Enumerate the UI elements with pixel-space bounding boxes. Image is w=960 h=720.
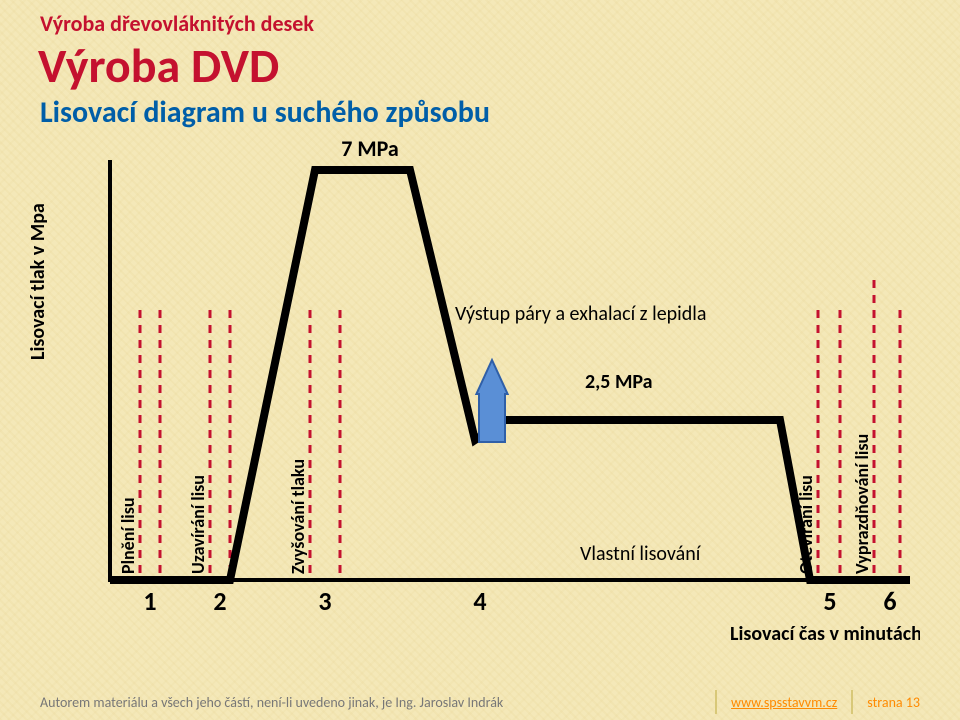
steam-arrow-icon <box>476 360 507 442</box>
pressing-phase-label: Vlastní lisování <box>580 542 702 566</box>
section-title: Výroba dřevovláknitých desek <box>40 10 314 37</box>
page-subtitle: Lisovací diagram u suchého způsobu <box>40 94 490 131</box>
footer-page-number: strana 13 <box>851 690 960 714</box>
peak-pressure-label: 7 MPa <box>341 140 399 162</box>
footer-link[interactable]: www.spsstavvm.cz <box>715 690 851 714</box>
page-title: Výroba DVD <box>38 36 279 95</box>
x-tick-labels: 1 2 3 4 5 6 <box>143 585 896 617</box>
x-tick: 2 <box>213 585 226 617</box>
steam-exit-label: Výstup páry a exhalací z lepidla <box>455 302 706 326</box>
x-axis-label: Lisovací čas v minutách <box>730 622 920 646</box>
x-tick: 5 <box>823 585 836 617</box>
phase-label: Uzavírání lisu <box>187 475 209 574</box>
phase-label: Plnění lisu <box>117 497 139 574</box>
phase-label: Vyprazdňování lisu <box>851 434 873 574</box>
phase-label: Otevírání lisu <box>795 475 817 574</box>
x-tick: 4 <box>473 585 486 617</box>
x-tick: 6 <box>883 585 896 617</box>
x-tick: 1 <box>143 585 156 617</box>
plateau-pressure-label: 2,5 MPa <box>585 370 653 394</box>
footer: Autorem materiálu a všech jeho částí, ne… <box>0 684 960 720</box>
x-tick: 3 <box>318 585 331 617</box>
slide: Výroba dřevovláknitých desek Výroba DVD … <box>0 0 960 720</box>
chart-svg: 7 MPa Výstup páry a exhalací z lepidla 2… <box>40 140 920 650</box>
footer-author: Autorem materiálu a všech jeho částí, ne… <box>0 690 715 714</box>
pressing-diagram: 7 MPa Výstup páry a exhalací z lepidla 2… <box>40 140 920 650</box>
phase-label: Zvyšování tlaku <box>287 459 309 574</box>
